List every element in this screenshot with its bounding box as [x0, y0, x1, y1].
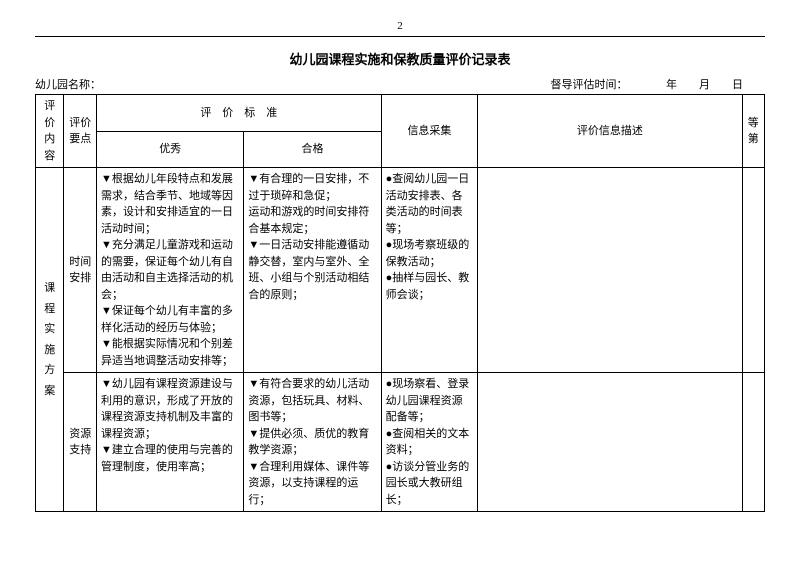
category-cell: 课 程 实 施 方 案	[36, 168, 64, 512]
excellent-cell: ▼根据幼儿年段特点和发展需求，结合季节、地域等因素，设计和安排适宜的一日活动时间…	[96, 168, 243, 373]
table-header-row: 评价内容 评价要点 评 价 标 准 信息采集 评价信息描述 等第	[36, 95, 765, 132]
qualified-cell: ▼有合理的一日安排，不过于琐碎和急促；运动和游戏的时间安排符合基本规定；▼一日活…	[244, 168, 381, 373]
point-cell: 资源支持	[64, 373, 97, 512]
desc-cell[interactable]	[478, 373, 742, 512]
header-line: 幼儿园名称： 督导评估时间： 年 月 日	[35, 76, 765, 92]
evaluation-table: 评价内容 评价要点 评 价 标 准 信息采集 评价信息描述 等第 优秀 合格 课…	[35, 94, 765, 512]
col-header-standard: 评 价 标 准	[96, 95, 381, 132]
point-cell: 时间安排	[64, 168, 97, 373]
grade-cell[interactable]	[742, 168, 764, 373]
qualified-cell: ▼有符合要求的幼儿活动资源，包括玩具、材料、图书等；▼提供必须、质优的教育教学资…	[244, 373, 381, 512]
col-header-grade: 等第	[742, 95, 764, 168]
desc-cell[interactable]	[478, 168, 742, 373]
info-cell: ●查阅幼儿园一日活动安排表、各类活动的时间表等；●现场考察班级的保教活动；●抽样…	[381, 168, 478, 373]
col-header-content: 评价内容	[36, 95, 64, 168]
table-row: 课 程 实 施 方 案 时间安排 ▼根据幼儿年段特点和发展需求，结合季节、地域等…	[36, 168, 765, 373]
grade-cell[interactable]	[742, 373, 764, 512]
kindergarten-name-label: 幼儿园名称：	[35, 76, 101, 92]
col-header-excellent: 优秀	[96, 131, 243, 168]
col-header-info: 信息采集	[381, 95, 478, 168]
excellent-cell: ▼幼儿园有课程资源建设与利用的意识，形成了开放的课程资源支持机制及丰富的课程资源…	[96, 373, 243, 512]
info-cell: ●现场察看、登录幼儿园课程资源配备等；●查阅相关的文本资料；●访谈分管业务的园长…	[381, 373, 478, 512]
col-header-desc: 评价信息描述	[478, 95, 742, 168]
document-title: 幼儿园课程实施和保教质量评价记录表	[35, 49, 765, 68]
col-header-qualified: 合格	[244, 131, 381, 168]
col-header-point: 评价要点	[64, 95, 97, 168]
divider-top	[35, 36, 765, 37]
page-number: 2	[35, 20, 765, 32]
evaluation-date: 督导评估时间： 年 月 日	[551, 76, 766, 92]
table-row: 资源支持 ▼幼儿园有课程资源建设与利用的意识，形成了开放的课程资源支持机制及丰富…	[36, 373, 765, 512]
